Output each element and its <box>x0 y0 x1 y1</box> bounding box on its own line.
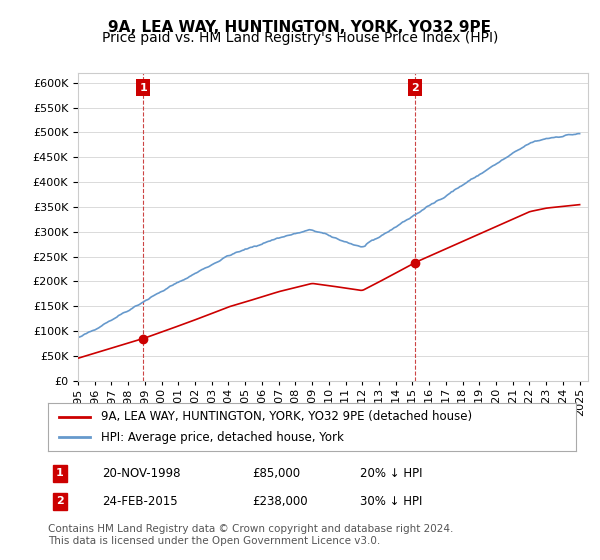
Text: Contains HM Land Registry data © Crown copyright and database right 2024.
This d: Contains HM Land Registry data © Crown c… <box>48 524 454 546</box>
Text: HPI: Average price, detached house, York: HPI: Average price, detached house, York <box>101 431 344 444</box>
Text: £238,000: £238,000 <box>252 494 308 508</box>
Text: £85,000: £85,000 <box>252 466 300 480</box>
Text: Price paid vs. HM Land Registry's House Price Index (HPI): Price paid vs. HM Land Registry's House … <box>102 31 498 45</box>
Text: 24-FEB-2015: 24-FEB-2015 <box>102 494 178 508</box>
Text: 20% ↓ HPI: 20% ↓ HPI <box>360 466 422 480</box>
Text: 9A, LEA WAY, HUNTINGTON, YORK, YO32 9PE (detached house): 9A, LEA WAY, HUNTINGTON, YORK, YO32 9PE … <box>101 410 472 423</box>
Text: 30% ↓ HPI: 30% ↓ HPI <box>360 494 422 508</box>
Text: 1: 1 <box>56 468 64 478</box>
Text: 2: 2 <box>411 83 419 93</box>
Text: 9A, LEA WAY, HUNTINGTON, YORK, YO32 9PE: 9A, LEA WAY, HUNTINGTON, YORK, YO32 9PE <box>109 20 491 35</box>
Text: 20-NOV-1998: 20-NOV-1998 <box>102 466 181 480</box>
Text: 1: 1 <box>139 83 147 93</box>
Text: 2: 2 <box>56 496 64 506</box>
